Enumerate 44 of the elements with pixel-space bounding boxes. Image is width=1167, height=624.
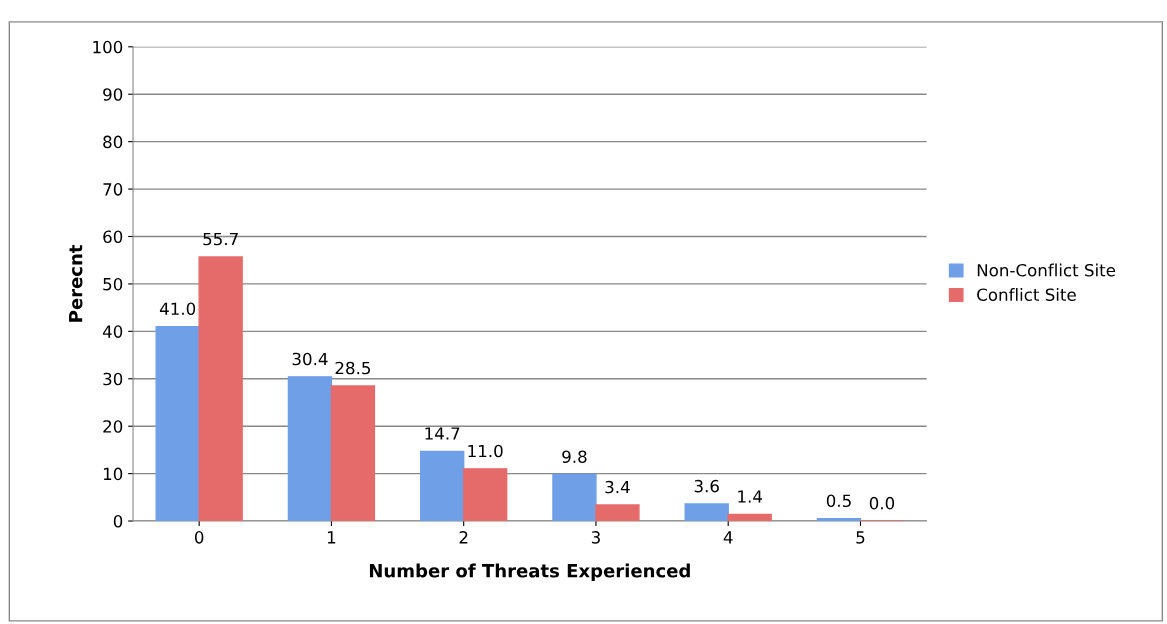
data-label: 55.7 [203,232,238,246]
data-label: 0.5 [826,494,851,508]
bar [552,473,597,522]
bar [155,325,200,522]
bar [420,450,465,522]
y-tick-label: 50 [103,277,123,291]
bar [595,504,640,522]
y-tick-label: 20 [103,420,123,433]
y-tick-label: 10 [103,467,123,481]
x-tick-label: 0 [194,531,204,544]
x-tick-label: 2 [459,531,468,544]
y-tick-label: 0 [113,515,123,528]
legend-label: Non-Conflict Site [977,263,1116,277]
data-label: 11.0 [468,444,503,458]
y-tick-label: 80 [103,135,123,149]
data-label: 3.6 [694,479,719,493]
y-tick-label: 60 [103,230,123,244]
bar [462,468,508,522]
data-label: 41.0 [159,302,196,316]
y-tick-label: 100 [93,40,123,54]
x-tick-label: 5 [856,531,865,544]
x-tick-label: 3 [591,531,600,544]
legend-label: Conflict Site [977,288,1076,301]
y-tick-label: 30 [103,372,123,386]
bar [330,385,376,522]
x-tick-label: 1 [327,531,336,544]
bar [198,256,243,522]
bar [287,376,333,522]
bar [684,503,729,522]
y-axis-title: Perecnt [69,244,83,322]
data-label: 3.4 [605,480,630,494]
data-label: 0.0 [869,496,895,510]
y-tick-label: 90 [103,88,123,101]
data-label: 14.7 [425,427,460,440]
y-tick-label: 40 [102,325,123,338]
data-label: 30.4 [292,352,328,366]
bar [727,513,772,522]
data-label: 1.4 [738,490,763,503]
data-label: 28.5 [335,361,371,375]
x-axis-title: Number of Threats Experienced [369,563,690,582]
x-tick-label: 4 [723,531,733,544]
data-label: 9.8 [562,450,587,463]
bar [816,517,862,522]
y-tick-label: 70 [103,183,123,196]
